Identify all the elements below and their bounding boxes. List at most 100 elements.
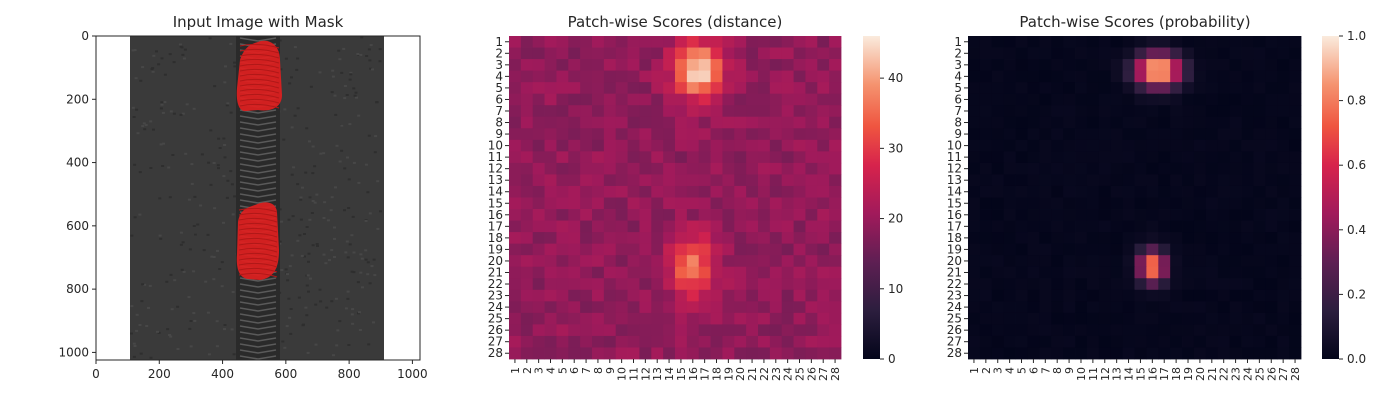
heatmap-cell [1158,162,1171,175]
heatmap-cell [698,70,711,83]
heatmap-x-tick-label: 16 [1146,367,1159,381]
heatmap-cell [1253,70,1266,83]
heatmap-cell [1170,47,1183,60]
heatmap-cell [675,209,688,221]
fabric-grain [361,286,364,289]
heatmap-cell [520,70,534,83]
heatmap-cell [603,335,617,348]
heatmap-cell [1193,116,1207,129]
heatmap-cell [1134,301,1147,314]
heatmap-cell [627,93,640,106]
heatmap-cell [1277,335,1290,348]
fabric-grain [334,113,338,116]
heatmap-cell [1265,301,1278,314]
heatmap-cell [1265,266,1278,279]
heatmap-cell [544,36,557,48]
heatmap-cell [805,93,818,106]
heatmap-cell [805,220,818,233]
heatmap-cell [1051,255,1064,268]
fabric-grain [313,201,317,204]
heatmap-cell [1229,93,1242,106]
heatmap-cell [1098,139,1112,152]
heatmap-cell [1158,209,1171,221]
heatmap-cell [556,220,569,233]
heatmap-cell [1229,278,1242,291]
heatmap-cell [663,59,676,72]
heatmap-x-tick-label: 2 [521,367,534,374]
heatmap-cell [1205,151,1219,164]
heatmap-cell [639,128,652,141]
heatmap-cell [592,174,605,187]
heatmap-cell [734,197,747,210]
heatmap-cell [1098,209,1112,221]
fabric-grain [368,282,372,285]
heatmap-cell [1003,301,1016,314]
heatmap-x-tick-label: 1 [968,367,981,374]
fabric-grain [149,120,153,123]
heatmap-cell [817,266,830,279]
heatmap-cell [793,116,806,129]
heatmap-cell [1229,301,1242,314]
heatmap-cell [544,312,557,325]
heatmap-cell [651,197,664,210]
heatmap-cell [1015,47,1028,60]
heatmap-cell [663,36,676,48]
heatmap-cell [1003,128,1016,141]
heatmap-cell [1265,197,1278,210]
heatmap-cell [675,335,688,348]
heatmap-cell [979,197,993,210]
heatmap-cell [1146,255,1159,268]
fabric-grain [300,254,304,257]
heatmap-x-tick-label: 20 [1194,367,1207,381]
heatmap-cell [1265,312,1278,325]
fabric-grain [173,279,177,282]
heatmap-cell [746,185,759,198]
fabric-grain [330,300,334,303]
heatmap-cell [1241,347,1254,360]
heatmap-cell [1075,36,1088,48]
heatmap-cell [1289,162,1302,175]
heatmap-cell [793,93,806,106]
heatmap-cell [1098,324,1112,337]
heatmap-cell [781,278,794,291]
heatmap-cell [1182,128,1195,141]
heatmap-cell [710,347,723,360]
heatmap-cell [603,232,617,245]
heatmap-cell [1134,93,1147,106]
fabric-grain [155,50,158,53]
fabric-grain [338,58,342,61]
heatmap-cell [568,36,581,48]
heatmap-cell [698,162,711,175]
heatmap-cell [991,347,1005,360]
colorbar-tick-label: 0.0 [1347,352,1366,366]
heatmap-cell [1193,151,1207,164]
heatmap-x-tick-label: 18 [711,367,724,381]
heatmap-cell [991,139,1005,152]
fabric-grain [350,270,354,273]
heatmap-cell [627,162,640,175]
heatmap-cell [663,243,676,256]
heatmap-cell [556,324,569,337]
heatmap-cell [829,59,842,72]
heatmap-cell [968,151,981,164]
heatmap-cell [710,301,723,314]
heatmap-cell [639,105,652,118]
heatmap-cell [639,197,652,210]
heatmap-cell [615,139,628,152]
mask-region-top [236,40,282,112]
fabric-grain [316,245,319,247]
heatmap-cell [686,174,700,187]
heatmap-cell [1086,335,1100,348]
heatmap-cell [544,255,557,268]
heatmap-cell [509,312,522,325]
heatmap-cell [544,174,557,187]
heatmap-cell [1277,36,1290,48]
heatmap-cell [1146,128,1159,141]
heatmap-cell [663,278,676,291]
heatmap-cell [1063,312,1076,325]
heatmap-cell [568,289,581,302]
heatmap-cell [1193,185,1207,198]
heatmap-cell [769,232,783,245]
heatmap-cell [1134,162,1147,175]
fabric-grain [364,219,368,222]
